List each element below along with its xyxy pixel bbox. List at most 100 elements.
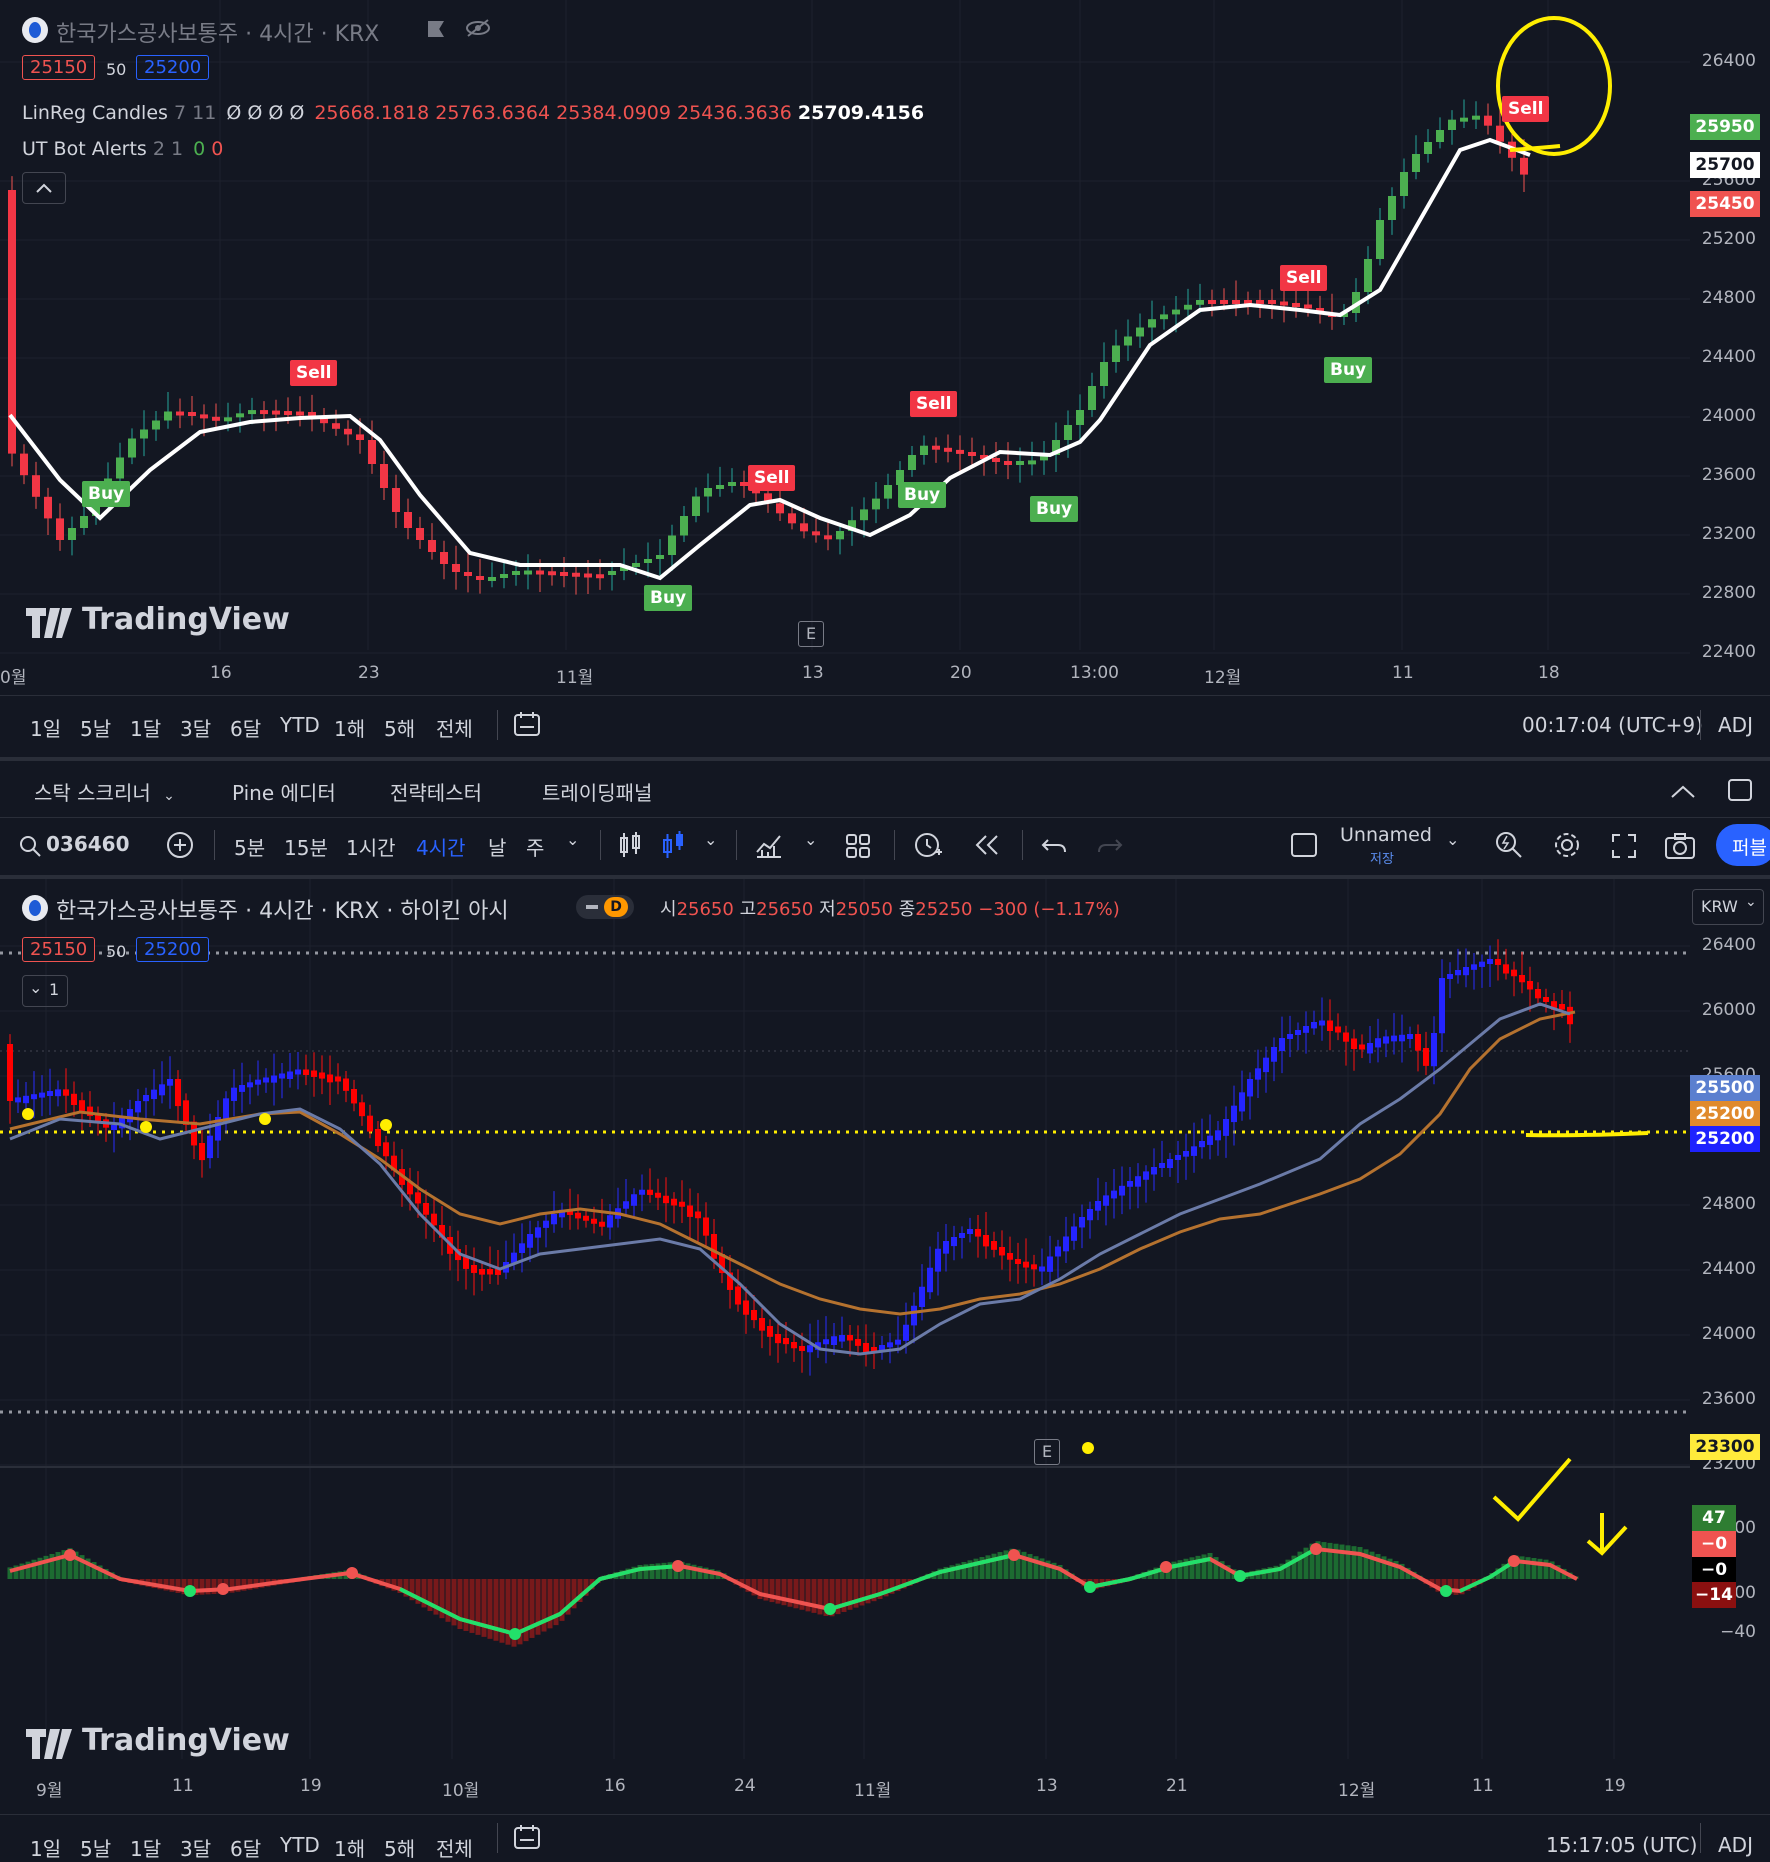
layout-name[interactable]: Unnamed [1340, 824, 1432, 846]
ha-body [119, 1117, 125, 1129]
ha-body [735, 1286, 741, 1305]
range-button-8[interactable]: 전체 [436, 717, 473, 741]
price-axis[interactable]: 26400 25600 25200 24800 24400 24000 23600 23200… [1690, 0, 1770, 662]
ha-body [407, 1181, 413, 1195]
top-chart-canvas[interactable] [0, 0, 1770, 660]
tab-label: 스탁 스크리너 [34, 781, 151, 805]
range-button-3[interactable]: 3달 [180, 717, 212, 741]
candle-body [884, 485, 892, 499]
fullscreen-icon[interactable] [1610, 832, 1638, 860]
camera-icon[interactable] [1664, 832, 1696, 860]
range-button-1[interactable]: 5날 [80, 717, 112, 741]
publish-button[interactable]: 퍼블 [1716, 824, 1770, 866]
date-range-icon[interactable] [512, 1823, 542, 1851]
range-button-7[interactable]: 5해 [384, 717, 416, 741]
clock[interactable]: 15:17:05 (UTC) [1546, 1833, 1698, 1857]
range-button-1[interactable]: 5날 [80, 1837, 112, 1861]
interval-4h[interactable]: 4시간 [416, 836, 466, 860]
settings-gear-icon[interactable] [1552, 830, 1582, 860]
candle-body [1076, 410, 1084, 425]
range-button-4[interactable]: 6달 [230, 1837, 262, 1861]
redo-icon[interactable] [1096, 832, 1124, 858]
price-axis[interactable]: 2640026000256002480024400240002360023200… [1690, 879, 1770, 1603]
currency-label: KRW [1701, 897, 1738, 916]
layout-checkbox-icon[interactable] [1290, 832, 1318, 858]
search-icon[interactable] [18, 834, 42, 858]
ha-body [1055, 1246, 1061, 1257]
ha-body [1423, 1048, 1429, 1066]
ha-body [879, 1345, 885, 1351]
tab-trading-panel[interactable]: 트레이딩패널 [542, 781, 653, 805]
ha-body [1023, 1261, 1029, 1268]
add-symbol-icon[interactable] [166, 831, 194, 859]
oscillator-bar [1555, 1565, 1561, 1579]
range-button-6[interactable]: 1해 [334, 717, 366, 741]
range-button-0[interactable]: 1일 [30, 1837, 62, 1861]
range-button-8[interactable]: 전체 [436, 1837, 473, 1861]
event-badge[interactable]: E [1034, 1439, 1060, 1465]
candle-body [332, 423, 340, 429]
candle-body [1520, 157, 1528, 175]
collapse-legend-button[interactable] [22, 172, 66, 204]
layout-grid-icon[interactable] [844, 832, 872, 860]
flag-icon[interactable] [428, 21, 444, 37]
maximize-panel-icon[interactable] [1726, 777, 1754, 803]
symbol-search[interactable]: 036460 [46, 832, 130, 856]
tab-pine-editor[interactable]: Pine 에디터 [232, 781, 336, 805]
linreg-legend[interactable]: LinReg Candles 7 11 Ø Ø Ø Ø 25668.1818 2… [22, 102, 924, 124]
bottom-chart-canvas[interactable] [0, 879, 1770, 1789]
tab-strategy-tester[interactable]: 전략테스터 [390, 781, 482, 805]
range-button-2[interactable]: 1달 [130, 1837, 162, 1861]
bid-price[interactable]: 25150 [22, 937, 96, 962]
interval-15m[interactable]: 15분 [284, 836, 328, 860]
clock[interactable]: 00:17:04 (UTC+9) [1522, 713, 1703, 737]
interval-chevron-down-icon[interactable]: ⌄ [566, 830, 580, 849]
time-axis[interactable]: 9월 11 19 10월 16 24 11월 13 21 12월 11 19 [0, 1774, 1770, 1804]
heikin-ashi-icon[interactable] [660, 830, 688, 860]
oscillator-bar [7, 1567, 13, 1579]
interval-5m[interactable]: 5분 [234, 836, 266, 860]
tab-stock-screener[interactable]: 스탁 스크리너 ⌄ [34, 777, 175, 806]
candle-body [368, 440, 376, 464]
quick-search-icon[interactable] [1494, 830, 1524, 860]
event-badge[interactable]: E [798, 621, 824, 647]
range-button-5[interactable]: YTD [280, 713, 320, 737]
ha-body [1543, 997, 1549, 1002]
interval-week[interactable]: 주 [526, 836, 545, 860]
bar-style-icon[interactable] [616, 830, 644, 860]
collapse-indicators-button[interactable]: ⌄ 1 [22, 975, 68, 1007]
interval-day[interactable]: 날 [488, 836, 507, 860]
range-button-2[interactable]: 1달 [130, 717, 162, 741]
currency-selector[interactable]: KRW ⌄ [1692, 889, 1764, 925]
time-axis[interactable]: 0월 16 23 11월 13 20 13:00 12월 11 18 [0, 660, 1770, 690]
utbot-legend[interactable]: UT Bot Alerts 2 1 0 0 [22, 138, 223, 160]
adj-toggle[interactable]: ADJ [1718, 713, 1753, 737]
data-delay-badge[interactable]: D [576, 895, 634, 919]
candle-body [644, 559, 652, 563]
range-button-3[interactable]: 3달 [180, 1837, 212, 1861]
chart-type-chevron-down-icon[interactable]: ⌄ [704, 830, 718, 849]
eye-off-icon[interactable] [464, 18, 492, 38]
range-button-7[interactable]: 5해 [384, 1837, 416, 1861]
price-tick: 22400 [1701, 642, 1756, 662]
range-button-6[interactable]: 1해 [334, 1837, 366, 1861]
ask-price[interactable]: 25200 [136, 55, 210, 80]
adj-toggle[interactable]: ADJ [1718, 1833, 1753, 1857]
chevron-up-icon[interactable] [1668, 779, 1698, 803]
layout-chevron-down-icon[interactable]: ⌄ [1446, 830, 1460, 849]
alert-icon[interactable] [912, 830, 944, 860]
range-button-5[interactable]: YTD [280, 1833, 320, 1857]
interval-1h[interactable]: 1시간 [346, 836, 396, 860]
ask-price[interactable]: 25200 [136, 937, 210, 962]
oscillator-bar [439, 1579, 445, 1619]
date-range-icon[interactable] [512, 710, 542, 738]
oscillator-bar [841, 1579, 847, 1612]
indicators-icon[interactable] [754, 830, 784, 860]
candle-body [608, 571, 616, 575]
undo-icon[interactable] [1040, 832, 1068, 858]
range-button-4[interactable]: 6달 [230, 717, 262, 741]
range-button-0[interactable]: 1일 [30, 717, 62, 741]
replay-icon[interactable] [972, 832, 1002, 858]
indicators-chevron-down-icon[interactable]: ⌄ [804, 830, 818, 849]
bid-price[interactable]: 25150 [22, 55, 96, 80]
